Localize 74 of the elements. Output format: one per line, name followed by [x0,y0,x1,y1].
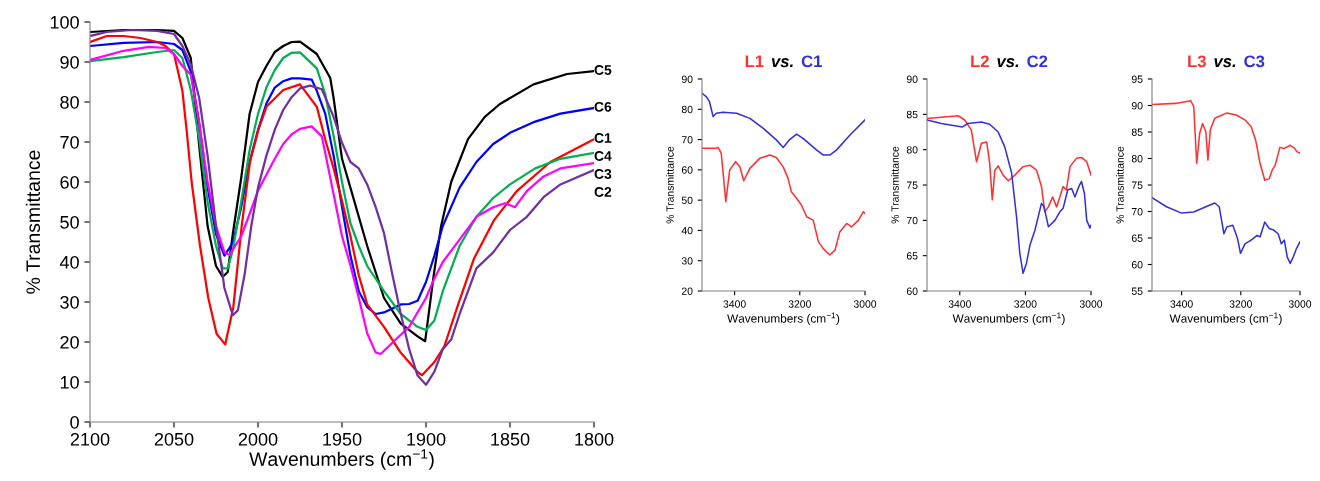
y-tick-label: 80 [906,146,918,154]
x-tick-label: 3000 [1288,300,1312,308]
y-tick-label: 0 [70,415,79,429]
y-tick-label: 65 [906,252,918,260]
x-axis-title: Wavenumbers (cm$^{−1}$) [1169,312,1282,326]
chart-title: L3 vs. C3 [1188,55,1265,68]
y-tick-label: 90 [681,75,693,83]
x-axis-title: Wavenumbers (cm$^{−1}$) [727,312,840,326]
y-axis-title: % Transmittance [1116,146,1124,224]
y-tick-label: 75 [1131,181,1143,189]
chart-title: L1 vs. C1 [745,55,822,68]
series-label: C5 [594,65,612,75]
y-tick-label: 50 [60,215,79,229]
y-tick-label: 55 [1131,287,1143,295]
y-tick-label: 30 [681,257,693,265]
y-axis-title: % Transmittance [666,146,674,224]
y-tick-label: 70 [681,136,693,144]
y-tick-label: 80 [681,105,693,114]
y-tick-label: 70 [906,216,918,225]
x-tick-label: 3000 [1079,300,1103,308]
line-series [927,114,1091,213]
x-tick-label: 1900 [407,432,446,446]
y-tick-label: 60 [1131,261,1143,269]
x-tick-label: 1950 [323,432,362,446]
y-tick-label: 50 [681,196,693,205]
x-tick-label: 2100 [70,432,110,446]
line-series [1152,99,1300,181]
series-label: C2 [594,187,612,197]
series-label: C4 [594,151,612,161]
series-label: C6 [594,101,612,112]
y-tick-label: 90 [60,55,79,69]
x-tick-label: 3400 [948,300,971,308]
y-tick-label: 100 [50,15,79,29]
y-axis-title: % Transmittance [25,150,41,294]
y-tick-label: 20 [60,335,79,349]
x-tick-label: 2050 [154,432,194,446]
x-tick-label: 3200 [1229,300,1252,308]
x-tick-label: 3400 [1170,300,1193,308]
y-tick-label: 40 [59,255,79,269]
y-tick-label: 60 [906,287,918,295]
series-label: C3 [594,169,612,179]
x-axis-title: Wavenumbers (cm$^{−1}$) [249,449,434,470]
y-tick-label: 70 [60,135,79,149]
line-series [927,119,1091,275]
y-tick-label: 85 [906,110,918,119]
line-series [702,92,865,156]
y-tick-label: 90 [1131,102,1143,110]
x-tick-label: 3200 [1014,300,1037,308]
line-series [702,146,865,256]
y-tick-label: 60 [60,175,79,189]
y-axis-title: % Transmittance [891,146,899,224]
y-tick-label: 85 [1131,128,1143,136]
y-tick-label: 10 [60,375,79,389]
line-series [1152,196,1300,265]
y-tick-label: 70 [1131,208,1143,216]
y-tick-label: 90 [906,75,918,83]
x-tick-label: 3400 [723,300,746,308]
x-tick-label: 1800 [575,432,614,446]
x-tick-label: 3200 [788,300,811,308]
x-axis-title: Wavenumbers (cm$^{−1}$) [952,312,1065,326]
y-tick-label: 80 [60,95,79,109]
x-tick-label: 2000 [238,432,278,446]
y-tick-label: 60 [681,166,693,174]
y-tick-label: 75 [906,181,918,189]
chart-title: L2 vs. C2 [971,55,1048,68]
series-label: C1 [594,133,612,143]
x-tick-label: 3000 [853,300,877,308]
y-tick-label: 80 [1131,155,1143,163]
x-tick-label: 1850 [491,432,530,446]
y-tick-label: 65 [1131,234,1143,242]
y-tick-label: 40 [681,226,693,235]
y-tick-label: 20 [681,287,693,295]
y-tick-label: 30 [60,295,79,309]
y-tick-label: 95 [1131,75,1143,83]
